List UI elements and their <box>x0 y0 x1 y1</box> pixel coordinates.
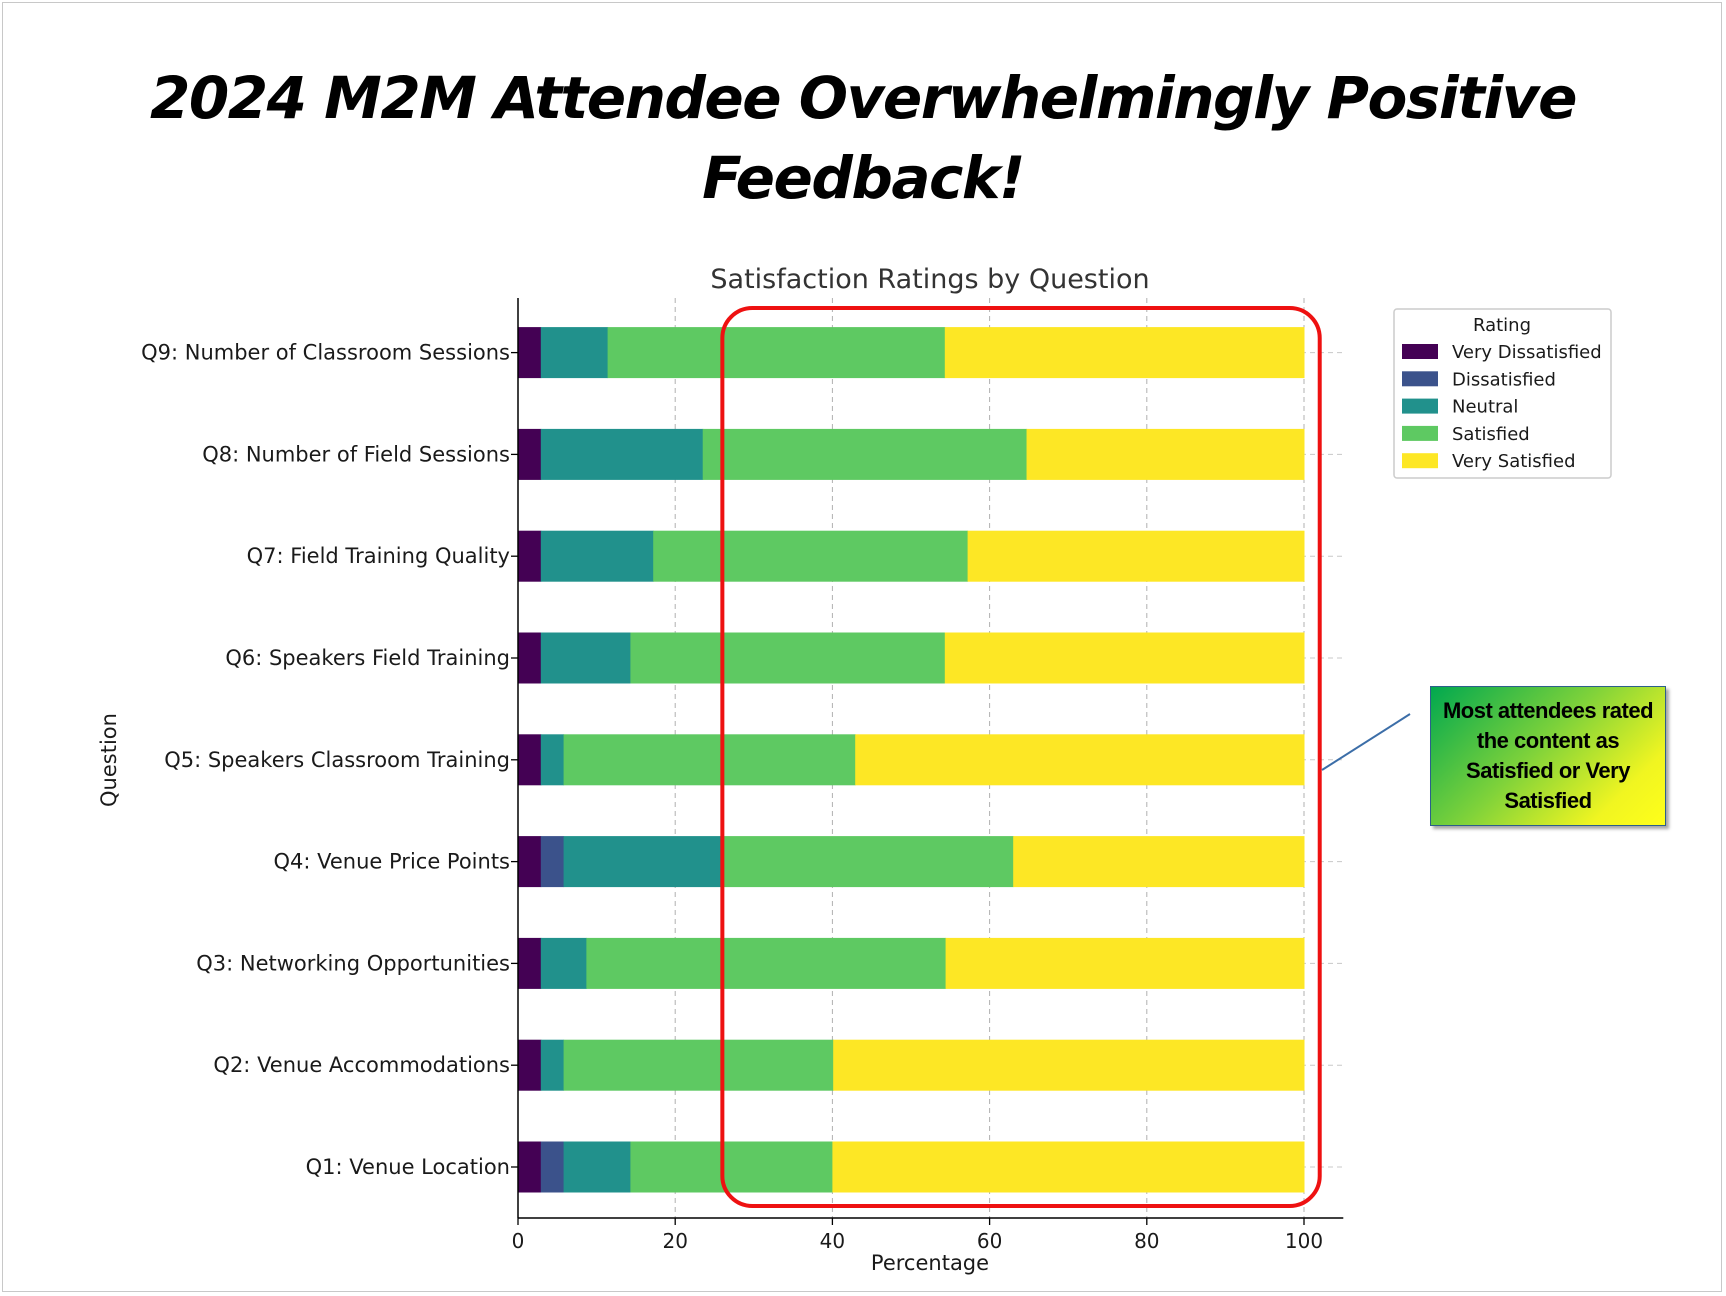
bar-segment-very-satisfied <box>944 327 1305 379</box>
bar-segment-satisfied <box>563 1039 834 1091</box>
category-label: Q5: Speakers Classroom Training <box>164 748 510 772</box>
bar-segment-very-dissatisfied <box>518 530 542 582</box>
highlight-box <box>720 306 1322 1208</box>
bar-segment-satisfied <box>702 428 1028 480</box>
legend-swatch <box>1402 371 1438 387</box>
bar-segment-satisfied <box>607 327 946 379</box>
bar-segment-neutral <box>540 632 631 684</box>
legend-title: Rating <box>1473 315 1531 336</box>
legend-entry: Very Satisfied <box>1452 451 1576 472</box>
legend-swatch <box>1402 398 1438 414</box>
category-label: Q4: Venue Price Points <box>274 850 511 874</box>
callout-box: Most attendees rated the content as Sati… <box>1430 686 1666 826</box>
bars <box>518 327 1305 1193</box>
bar-segment-neutral <box>540 530 654 582</box>
category-label: Q3: Networking Opportunities <box>196 951 510 975</box>
bar-segment-satisfied <box>563 734 856 786</box>
bar-segment-very-satisfied <box>944 632 1305 684</box>
bar-segment-dissatisfied <box>540 836 565 888</box>
legend-swatch <box>1402 344 1438 359</box>
bar-segment-very-dissatisfied <box>518 937 542 989</box>
bar-segment-neutral <box>563 836 724 888</box>
bar-segment-very-dissatisfied <box>518 734 542 786</box>
bar-segment-very-dissatisfied <box>518 1039 542 1091</box>
legend-entry: Dissatisfied <box>1452 369 1556 390</box>
bar-segment-very-dissatisfied <box>518 836 542 888</box>
category-label: Q9: Number of Classroom Sessions <box>141 341 510 365</box>
chart-title: Satisfaction Ratings by Question <box>710 264 1149 295</box>
x-tick-label: 80 <box>1134 1229 1159 1253</box>
bar-segment-satisfied <box>586 937 947 989</box>
callout-text: Most attendees rated the content as Sati… <box>1442 698 1654 813</box>
x-tick-label: 0 <box>512 1229 525 1253</box>
bar-segment-very-satisfied <box>833 1039 1305 1091</box>
bar-segment-very-satisfied <box>1026 428 1305 480</box>
bar-segment-satisfied <box>630 1141 833 1193</box>
category-label: Q1: Venue Location <box>306 1155 510 1179</box>
bar-segment-satisfied <box>723 836 1014 888</box>
axes <box>511 298 1344 1225</box>
bar-segment-very-satisfied <box>832 1141 1305 1193</box>
legend-swatch <box>1402 453 1438 469</box>
y-axis-label: Question <box>97 713 121 807</box>
bar-segment-very-satisfied <box>1013 836 1305 888</box>
legend-entry: Neutral <box>1452 397 1518 418</box>
bar-segment-neutral <box>563 1141 631 1193</box>
bar-segment-neutral <box>540 1039 565 1091</box>
category-label: Q2: Venue Accommodations <box>213 1053 510 1077</box>
legend-entry: Satisfied <box>1452 424 1530 445</box>
bar-segment-neutral <box>540 937 587 989</box>
legend: Rating Very Dissatisfied Dissatisfied Neut… <box>1393 308 1612 479</box>
x-tick-label: 100 <box>1285 1229 1323 1253</box>
x-tick-label: 40 <box>820 1229 845 1253</box>
x-tick-label: 20 <box>662 1229 687 1253</box>
bar-segment-very-dissatisfied <box>518 632 542 684</box>
bar-segment-very-satisfied <box>945 937 1305 989</box>
callout-pointer <box>1321 713 1411 771</box>
bar-segment-satisfied <box>653 530 969 582</box>
bar-segment-very-dissatisfied <box>518 327 542 379</box>
legend-frame <box>1393 308 1612 479</box>
legend-swatch <box>1402 425 1438 441</box>
bar-segment-neutral <box>540 734 565 786</box>
slide-title: 2024 M2M Attendee Overwhelmingly Positiv… <box>150 64 1577 212</box>
category-label: Q7: Field Training Quality <box>247 544 510 568</box>
bar-segment-very-dissatisfied <box>518 428 542 480</box>
category-label: Q6: Speakers Field Training <box>225 646 510 670</box>
bar-segment-neutral <box>540 428 704 480</box>
bar-segment-very-satisfied <box>855 734 1305 786</box>
x-tick-label: 60 <box>977 1229 1002 1253</box>
category-label: Q8: Number of Field Sessions <box>202 442 510 466</box>
x-axis-label: Percentage <box>871 1251 989 1275</box>
bar-segment-very-satisfied <box>967 530 1305 582</box>
bar-segment-very-dissatisfied <box>518 1141 542 1193</box>
bar-segment-dissatisfied <box>540 1141 565 1193</box>
bar-segment-satisfied <box>630 632 946 684</box>
x-tick-labels: 0 20 40 60 80 100 <box>512 1229 1323 1253</box>
bar-segment-neutral <box>540 327 609 379</box>
category-labels: Q1: Venue Location Q2: Venue Accommodatio… <box>141 341 510 1179</box>
legend-entry: Very Dissatisfied <box>1452 342 1602 363</box>
